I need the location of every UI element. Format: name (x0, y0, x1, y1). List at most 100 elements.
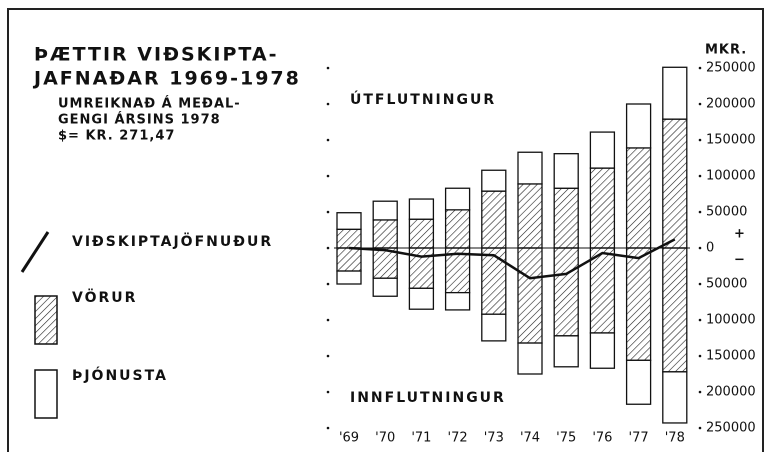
x-tick-label: '76 (592, 431, 612, 446)
tick-dot (698, 246, 702, 250)
x-tick-label: '69 (339, 431, 359, 446)
bar-segment (372, 200, 398, 221)
bar-segment (625, 247, 652, 361)
bar-segment (625, 103, 652, 149)
left-tick-dot (326, 66, 330, 70)
y-tick-label: 50000 (706, 277, 747, 292)
bar-segment (625, 359, 652, 405)
balance-line (348, 238, 676, 280)
lower-label: INNFLUTNINGUR (350, 390, 506, 406)
left-tick-dot (326, 390, 330, 394)
bar-segment (444, 209, 471, 249)
left-tick-dot (326, 318, 330, 322)
y-tick-label: 150000 (706, 349, 756, 364)
bar-segment (662, 66, 688, 120)
upper-label: ÚTFLUTNINGUR (350, 90, 496, 108)
tick-dot (698, 138, 702, 142)
tick-dot (698, 210, 702, 214)
minus-sign: − (734, 253, 746, 268)
tick-dot (698, 426, 702, 430)
legend-label: VIÐSKIPTAJÖFNUÐUR (72, 232, 273, 250)
legend-label: VÖRUR (72, 288, 137, 306)
y-tick-label: 250000 (706, 421, 756, 436)
bar-segment (589, 332, 616, 369)
bar-segment (589, 247, 616, 334)
left-tick-dot (326, 246, 330, 250)
title-line: ÞÆTTIR VIÐSKIPTA- (34, 44, 278, 66)
y-tick-label: 50000 (706, 205, 747, 220)
bar-segment (553, 247, 579, 337)
bar-segment (444, 247, 471, 294)
bar-segment (589, 167, 616, 249)
bar-segment (336, 212, 362, 230)
y-tick-label: 0 (706, 241, 714, 256)
y-axis-label: MKR. (705, 43, 747, 58)
y-tick-label: 100000 (706, 313, 756, 328)
bar-segment (336, 228, 362, 249)
y-tick-label: 100000 (706, 169, 756, 184)
bar-segment (372, 277, 398, 297)
bar-segment (662, 371, 688, 424)
bar-segment (408, 218, 435, 249)
subtitle-line: GENGI ÁRSINS 1978 (58, 112, 221, 128)
bar-segment (444, 187, 471, 211)
left-tick-dot (326, 102, 330, 106)
tick-dot (698, 354, 702, 358)
left-tick-dot (326, 426, 330, 430)
bar-segment (517, 183, 543, 249)
subtitle-line: $= KR. 271,47 (58, 129, 175, 144)
bar-segment (481, 190, 507, 249)
bar-segment (553, 153, 579, 189)
title-line: JAFNAÐAR 1969-1978 (32, 68, 301, 90)
legend-hatched-icon (34, 295, 58, 345)
legend-open-icon (34, 369, 58, 419)
tick-dot (698, 66, 702, 70)
y-tick-label: 250000 (706, 61, 756, 76)
bar-segment (517, 151, 543, 185)
tick-dot (698, 390, 702, 394)
left-tick-dot (326, 210, 330, 214)
y-tick-label: 200000 (706, 97, 756, 112)
plus-sign: + (734, 227, 746, 242)
x-tick-label: '77 (629, 431, 649, 446)
bar-segment (444, 291, 471, 311)
bar-segment (662, 118, 688, 249)
x-tick-label: '72 (448, 431, 468, 446)
x-tick-label: '70 (375, 431, 395, 446)
y-tick-label: 150000 (706, 133, 756, 148)
bar-segment (662, 247, 688, 373)
bar-segment (481, 169, 507, 192)
bar-segment (372, 247, 398, 279)
tick-dot (698, 102, 702, 106)
subtitle-line: UMREIKNAÐ Á MEÐAL- (58, 96, 241, 112)
bar-segment (481, 247, 507, 315)
left-tick-dot (326, 138, 330, 142)
tick-dot (698, 318, 702, 322)
left-tick-dot (326, 174, 330, 178)
bar-segment (517, 247, 543, 344)
bar-segment (336, 270, 362, 285)
x-tick-label: '78 (665, 431, 685, 446)
left-tick-dot (326, 282, 330, 286)
bar-segment (481, 313, 507, 342)
left-tick-dot (326, 354, 330, 358)
bar-segment (625, 147, 652, 249)
x-tick-label: '74 (520, 431, 540, 446)
x-tick-label: '75 (556, 431, 576, 446)
tick-dot (698, 282, 702, 286)
bar-segment (517, 342, 543, 375)
bar-segment (408, 287, 435, 310)
tick-dot (698, 174, 702, 178)
bar-segment (553, 335, 579, 368)
legend-label: ÞJÓNUSTA (72, 366, 168, 384)
frame (7, 8, 764, 452)
x-tick-label: '71 (411, 431, 431, 446)
x-tick-label: '73 (484, 431, 504, 446)
bar-segment (553, 187, 579, 249)
bar-segment (372, 219, 398, 249)
bar-segment (589, 131, 616, 169)
bar-segment (408, 198, 435, 220)
legend-line-icon (20, 231, 50, 273)
bar-segment (336, 247, 362, 272)
